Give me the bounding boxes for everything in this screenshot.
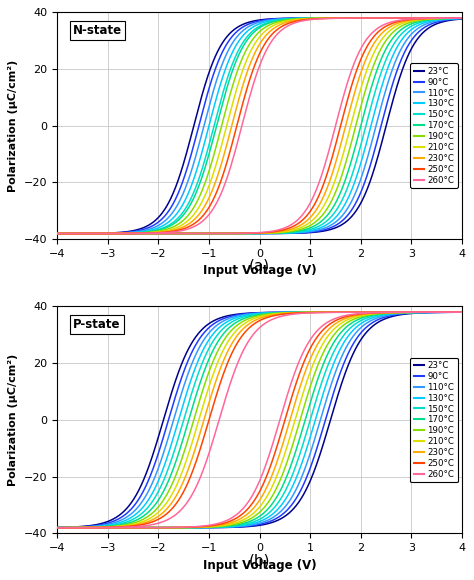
Text: (b): (b): [249, 553, 270, 568]
Legend: 23°C, 90°C, 110°C, 130°C, 150°C, 170°C, 190°C, 210°C, 230°C, 250°C, 260°C: 23°C, 90°C, 110°C, 130°C, 150°C, 170°C, …: [410, 357, 458, 483]
X-axis label: Input Voltage (V): Input Voltage (V): [203, 264, 317, 277]
Text: P-state: P-state: [73, 318, 121, 331]
X-axis label: Input Voltage (V): Input Voltage (V): [203, 559, 317, 572]
Text: (a): (a): [249, 259, 270, 274]
Y-axis label: Polarization (μC/cm²): Polarization (μC/cm²): [9, 60, 18, 192]
Legend: 23°C, 90°C, 110°C, 130°C, 150°C, 170°C, 190°C, 210°C, 230°C, 250°C, 260°C: 23°C, 90°C, 110°C, 130°C, 150°C, 170°C, …: [410, 63, 458, 188]
Text: N-state: N-state: [73, 24, 122, 37]
Y-axis label: Polarization (μC/cm²): Polarization (μC/cm²): [9, 354, 18, 486]
